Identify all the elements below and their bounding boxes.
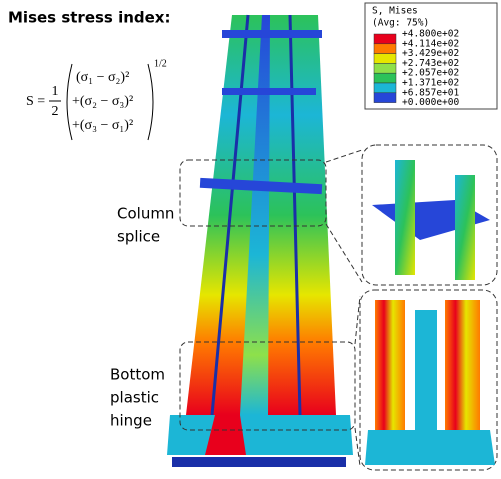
legend-swatch bbox=[374, 54, 396, 64]
inset-flange bbox=[395, 160, 415, 275]
formula-term: +(σ₂ − σ₃)² bbox=[72, 94, 133, 109]
formula-term: (σ₁ − σ₂)² bbox=[76, 70, 129, 85]
legend-swatch bbox=[374, 44, 396, 54]
inset-flange bbox=[375, 300, 405, 430]
leader bbox=[326, 224, 362, 282]
formula-denominator: 2 bbox=[52, 104, 59, 119]
title: Mises stress index: bbox=[8, 9, 170, 27]
inset-flange bbox=[455, 175, 475, 280]
leader bbox=[355, 428, 360, 466]
annotation: plastic bbox=[110, 389, 159, 407]
paren-right bbox=[148, 64, 153, 140]
legend: +4.800e+02+4.114e+02+3.429e+02+2.743e+02… bbox=[374, 29, 459, 109]
legend-swatch bbox=[374, 73, 396, 83]
annotation: hinge bbox=[110, 412, 152, 430]
legend-swatch bbox=[374, 34, 396, 44]
annotations: Column splice Bottom plastic hinge bbox=[110, 205, 174, 430]
formula: S = 1 2 (σ₁ − σ₂)² +(σ₂ − σ₃)² +(σ₃ − σ₁… bbox=[26, 58, 167, 140]
legend-swatch bbox=[374, 83, 396, 93]
formula-exponent: 1/2 bbox=[154, 58, 167, 69]
legend-swatch bbox=[374, 93, 396, 103]
formula-term: +(σ₃ − σ₁)² bbox=[72, 118, 133, 133]
inset-base bbox=[365, 430, 495, 465]
legend-subtitle: (Avg: 75%) bbox=[372, 18, 429, 29]
formula-lhs: S = bbox=[26, 94, 45, 109]
annotation: Bottom bbox=[110, 366, 165, 384]
formula-numerator: 1 bbox=[52, 84, 59, 99]
annotation: Column bbox=[117, 205, 174, 223]
top-plate bbox=[222, 88, 316, 95]
figure: Mises stress index: S = 1 2 (σ₁ − σ₂)² +… bbox=[0, 0, 501, 479]
base-plate bbox=[167, 415, 353, 455]
legend-title: S, Mises bbox=[372, 6, 418, 17]
legend-label: +0.000e+00 bbox=[402, 97, 459, 108]
inset-web bbox=[415, 310, 437, 430]
inset-flange bbox=[445, 300, 480, 435]
top-plate bbox=[222, 30, 322, 38]
base-bottom bbox=[172, 457, 346, 467]
legend-swatch bbox=[374, 63, 396, 73]
annotation: splice bbox=[117, 228, 160, 246]
leader bbox=[326, 150, 362, 162]
leader bbox=[355, 296, 360, 344]
